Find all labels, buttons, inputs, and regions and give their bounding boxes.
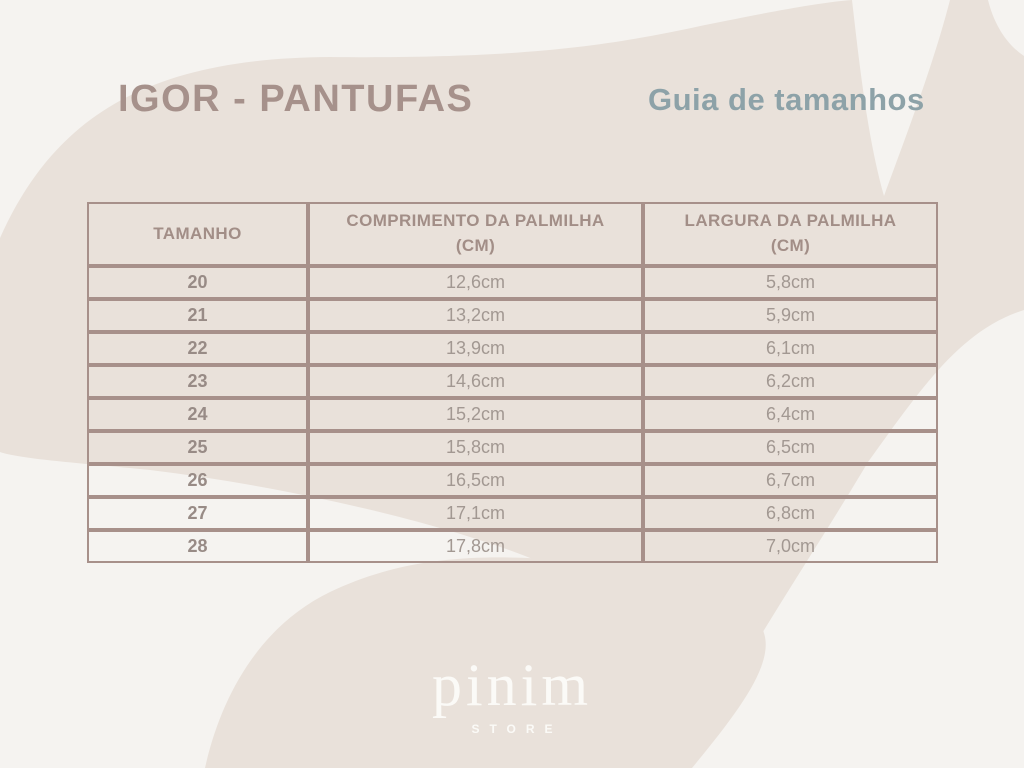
- length-value: 17,8cm: [308, 530, 643, 563]
- length-value: 16,5cm: [308, 464, 643, 497]
- table-row: 26 16,5cm 6,7cm: [87, 464, 938, 497]
- width-value: 6,8cm: [643, 497, 938, 530]
- size-value: 23: [87, 365, 308, 398]
- table-row: 22 13,9cm 6,1cm: [87, 332, 938, 365]
- column-header-line1: COMPRIMENTO DA PALMILHA: [346, 211, 605, 231]
- size-value: 22: [87, 332, 308, 365]
- column-header-line2: (CM): [770, 236, 811, 255]
- width-value: 6,7cm: [643, 464, 938, 497]
- size-value: 21: [87, 299, 308, 332]
- column-header-line1: TAMANHO: [153, 223, 242, 243]
- length-value: 13,9cm: [308, 332, 643, 365]
- size-guide-heading: Guia de tamanhos: [648, 82, 925, 117]
- table-row: 20 12,6cm 5,8cm: [87, 266, 938, 299]
- length-value: 15,8cm: [308, 431, 643, 464]
- size-value: 28: [87, 530, 308, 563]
- size-value: 24: [87, 398, 308, 431]
- length-value: 17,1cm: [308, 497, 643, 530]
- table-row: 27 17,1cm 6,8cm: [87, 497, 938, 530]
- brand-name: pinim: [431, 652, 592, 718]
- width-value: 6,4cm: [643, 398, 938, 431]
- size-value: 25: [87, 431, 308, 464]
- product-title: IGOR - PANTUFAS: [118, 78, 474, 120]
- length-value: 13,2cm: [308, 299, 643, 332]
- width-value: 6,1cm: [643, 332, 938, 365]
- size-value: 20: [87, 266, 308, 299]
- size-table: TAMANHO COMPRIMENTO DA PALMILHA (CM) LAR…: [87, 202, 938, 563]
- column-header-width: LARGURA DA PALMILHA (CM): [643, 202, 938, 266]
- background-corner-notch: [988, 0, 1024, 56]
- width-value: 7,0cm: [643, 530, 938, 563]
- width-value: 5,8cm: [643, 266, 938, 299]
- length-value: 15,2cm: [308, 398, 643, 431]
- table-row: 28 17,8cm 7,0cm: [87, 530, 938, 563]
- table-header-row: TAMANHO COMPRIMENTO DA PALMILHA (CM) LAR…: [87, 202, 938, 266]
- length-value: 14,6cm: [308, 365, 643, 398]
- table-row: 23 14,6cm 6,2cm: [87, 365, 938, 398]
- brand-logo: pinim STORE: [0, 655, 1024, 736]
- background-petal-cutout: [852, 0, 950, 196]
- length-value: 12,6cm: [308, 266, 643, 299]
- width-value: 6,5cm: [643, 431, 938, 464]
- size-value: 26: [87, 464, 308, 497]
- size-value: 27: [87, 497, 308, 530]
- width-value: 5,9cm: [643, 299, 938, 332]
- background-blob-bottom: [205, 557, 766, 768]
- column-header-length: COMPRIMENTO DA PALMILHA (CM): [308, 202, 643, 266]
- table-row: 25 15,8cm 6,5cm: [87, 431, 938, 464]
- column-header-line1: LARGURA DA PALMILHA: [684, 211, 897, 231]
- table-row: 24 15,2cm 6,4cm: [87, 398, 938, 431]
- column-header-size: TAMANHO: [87, 202, 308, 266]
- column-header-line2: (CM): [455, 236, 496, 255]
- width-value: 6,2cm: [643, 365, 938, 398]
- table-row: 21 13,2cm 5,9cm: [87, 299, 938, 332]
- brand-subtitle: STORE: [471, 722, 563, 736]
